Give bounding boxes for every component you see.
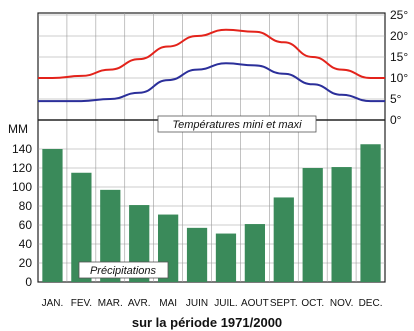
month-label: JUIL. bbox=[214, 298, 237, 309]
temperature-line-mini bbox=[38, 62, 385, 103]
precipitation-bar bbox=[100, 189, 121, 282]
month-label: OCT. bbox=[301, 298, 324, 309]
precipitation-tick-label: 20 bbox=[19, 256, 33, 270]
chart-footer: sur la période 1971/2000 bbox=[132, 315, 282, 330]
precipitation-bar bbox=[186, 227, 208, 282]
precipitation-bar bbox=[42, 149, 63, 282]
precipitation-bar bbox=[273, 197, 294, 282]
month-label: DEC. bbox=[359, 298, 383, 309]
precipitation-tick-label: 40 bbox=[19, 237, 33, 251]
month-label: MAI bbox=[159, 298, 177, 309]
month-label: AOUT bbox=[241, 298, 269, 309]
temperature-tick-label: 10° bbox=[390, 71, 408, 85]
month-label: AVR. bbox=[128, 298, 151, 309]
precipitation-bar bbox=[71, 172, 92, 282]
temperature-line-maxi bbox=[37, 28, 385, 79]
month-label: FEV. bbox=[71, 298, 92, 309]
temperature-label-box bbox=[157, 115, 317, 133]
temperature-annotation: Températures mini et maxi bbox=[172, 119, 302, 131]
temperature-tick-label: 0° bbox=[390, 113, 402, 127]
precipitation-bar bbox=[215, 233, 237, 282]
precipitation-bar bbox=[331, 167, 352, 282]
month-labels: JAN. FEV. MAR. AVR. MAI JUIN JUIL. AOUT SEPT. OCT… bbox=[42, 298, 383, 309]
temperature-tick-label: 20° bbox=[390, 29, 408, 43]
precipitation-bar bbox=[360, 144, 381, 282]
month-label: NOV. bbox=[330, 298, 354, 309]
month-label: MAR. bbox=[98, 298, 123, 309]
precipitation-bars bbox=[42, 144, 381, 282]
month-label: JUIN bbox=[186, 298, 208, 309]
month-label: SEPT. bbox=[270, 298, 298, 309]
precipitation-unit-label: MM bbox=[8, 122, 28, 136]
temperature-lines bbox=[37, 28, 385, 103]
precipitation-bar bbox=[302, 168, 323, 282]
temperature-tick-label: 25° bbox=[390, 8, 408, 22]
month-label: JAN. bbox=[42, 298, 64, 309]
precipitation-label-box bbox=[78, 261, 169, 279]
precipitation-tick-label: 100 bbox=[12, 180, 32, 194]
precipitation-annotation: Précipitations bbox=[90, 265, 157, 277]
precipitation-tick-label: 0 bbox=[25, 275, 32, 289]
precipitation-tick-label: 120 bbox=[12, 161, 32, 175]
temperature-tick-label: 15° bbox=[390, 50, 408, 64]
precipitation-tick-label: 140 bbox=[12, 142, 32, 156]
temperature-axis-ticks: 0° 5° 10° 15° 20° 25° bbox=[390, 8, 408, 127]
precipitation-tick-label: 80 bbox=[19, 199, 33, 213]
temperature-tick-label: 5° bbox=[390, 92, 402, 106]
precipitation-tick-label: 60 bbox=[19, 218, 33, 232]
precipitation-bar bbox=[244, 224, 265, 282]
gridlines bbox=[38, 13, 385, 282]
precipitation-axis-ticks: 0 20 40 60 80 100 120 140 bbox=[12, 142, 32, 289]
